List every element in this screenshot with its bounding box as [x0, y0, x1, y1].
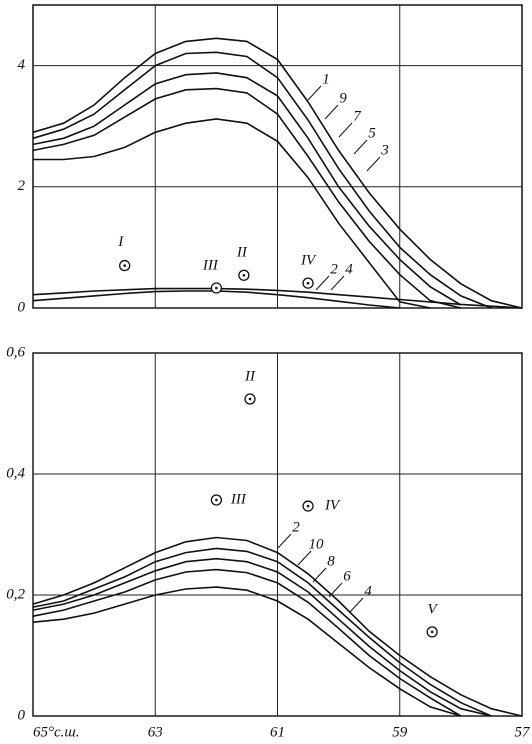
curve-label: 2 [330, 261, 338, 277]
curve-label: 10 [309, 536, 325, 552]
leader-line [349, 597, 364, 613]
curve-label: 8 [327, 553, 335, 569]
station-dot [215, 498, 218, 502]
station-dot [248, 397, 252, 401]
y-tick-label: 4 [18, 57, 26, 73]
station-dot [123, 264, 126, 267]
curve [32, 287, 523, 309]
x-tick-label: 59 [392, 724, 408, 740]
curve-label: 7 [353, 108, 362, 124]
leader-line [277, 533, 292, 549]
curve [32, 51, 492, 309]
leader-line [338, 122, 353, 138]
curve [32, 72, 462, 306]
station-label: II [236, 245, 248, 261]
station-label: V [428, 601, 439, 617]
x-tick-label: 57 [515, 724, 532, 740]
curve [32, 37, 523, 309]
leader-line [297, 550, 312, 566]
x-tick-label: 61 [270, 724, 285, 740]
x-tick-label: 63 [148, 724, 163, 740]
station-label: II [244, 368, 256, 384]
leader-line [312, 567, 327, 583]
station-dot [306, 504, 310, 508]
y-tick-label: 0 [18, 707, 26, 723]
station-label: IV [324, 498, 341, 514]
station-dot [306, 281, 310, 285]
curve [32, 568, 462, 717]
station-dot [430, 630, 434, 634]
leader-line [328, 582, 343, 598]
y-tick-label: 0,4 [6, 465, 25, 481]
y-tick-label: 0,6 [6, 344, 25, 360]
station-label: III [230, 491, 247, 507]
curve-label: 5 [368, 125, 376, 141]
curve-label: 9 [339, 90, 347, 106]
station-dot [242, 273, 246, 277]
curve-label: 6 [343, 568, 351, 584]
curve [33, 118, 431, 309]
curve-label: 1 [322, 71, 330, 87]
leader-line [330, 275, 345, 291]
curve [32, 87, 462, 309]
station-label: I [117, 234, 124, 250]
station-label: IV [300, 253, 317, 269]
curve-label: 3 [380, 142, 389, 158]
leader-line [324, 104, 339, 120]
curve-label: 2 [292, 519, 300, 535]
leader-line [353, 139, 368, 155]
curve [32, 547, 492, 717]
leader-line [366, 156, 381, 172]
leader-line [307, 85, 322, 101]
curve [32, 557, 492, 717]
y-tick-label: 0,2 [6, 586, 25, 602]
x-tick-label: 65°с.ш. [33, 724, 79, 740]
leader-line [315, 275, 330, 291]
station-dot [215, 286, 218, 290]
curve [32, 536, 523, 717]
curve-label: 4 [364, 583, 372, 599]
y-tick-label: 2 [18, 178, 26, 194]
curve [32, 586, 462, 717]
y-tick-label: 0 [18, 299, 26, 315]
curve-label: 4 [345, 261, 353, 277]
station-label: III [202, 257, 219, 273]
